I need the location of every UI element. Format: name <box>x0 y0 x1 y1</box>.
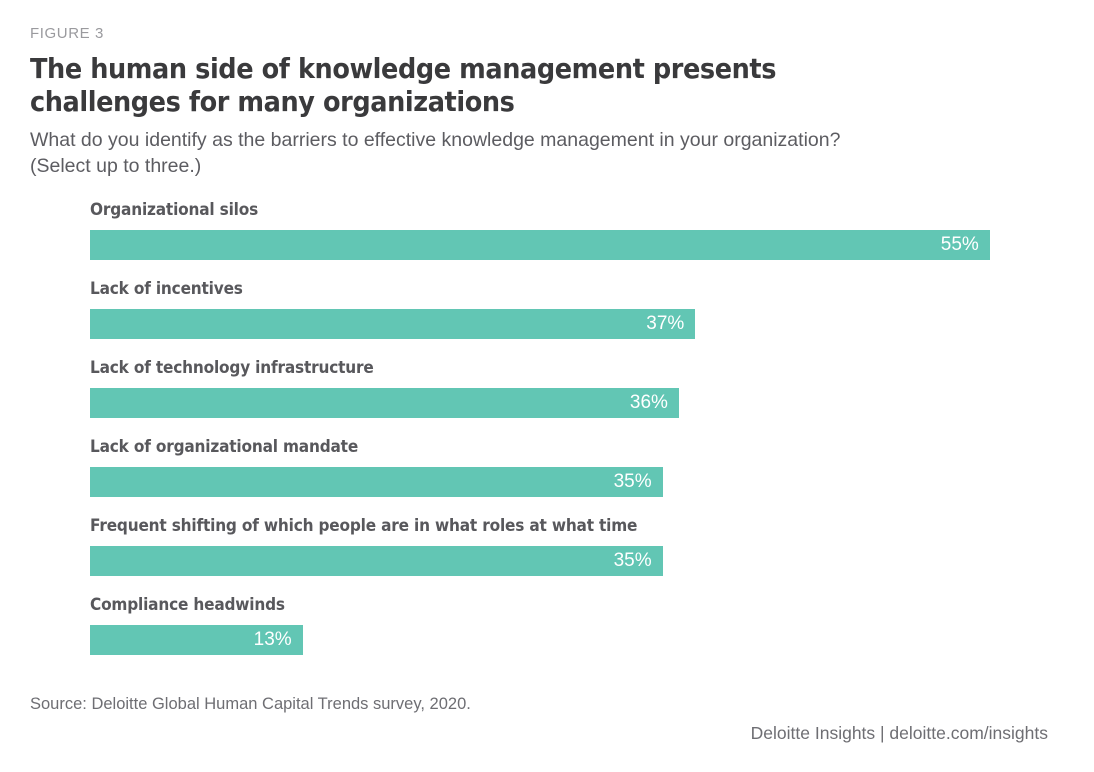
bar-fill: 36% <box>90 388 679 418</box>
bar-value-label: 55% <box>940 234 979 255</box>
bar-track: 13% <box>90 625 1050 655</box>
bar-track: 35% <box>90 467 1050 497</box>
bar-value-label: 36% <box>629 392 668 413</box>
bar-value-label: 13% <box>253 629 292 650</box>
bar-row: Lack of incentives 37% <box>90 279 1050 341</box>
bar-track: 55% <box>90 230 1050 260</box>
bar-row: Lack of organizational mandate 35% <box>90 437 1050 499</box>
figure-header: FIGURE 3 The human side of knowledge man… <box>30 25 1030 179</box>
figure-subtitle-line-2: (Select up to three.) <box>30 155 202 177</box>
bar-row: Compliance headwinds 13% <box>90 595 1050 657</box>
bar-track: 36% <box>90 388 1050 418</box>
bar-category-label: Lack of incentives <box>90 279 243 298</box>
bar-row: Frequent shifting of which people are in… <box>90 516 1050 578</box>
bar-fill: 55% <box>90 230 990 260</box>
figure-number-label: FIGURE 3 <box>30 25 104 42</box>
bar-category-label: Frequent shifting of which people are in… <box>90 516 638 535</box>
bar-fill: 35% <box>90 467 663 497</box>
bar-category-label: Compliance headwinds <box>90 595 285 614</box>
bar-value-label: 37% <box>646 313 685 334</box>
bar-category-label: Organizational silos <box>90 200 259 219</box>
bar-fill: 37% <box>90 309 696 339</box>
figure-subtitle: What do you identify as the barriers to … <box>30 127 1010 179</box>
bar-track: 35% <box>90 546 1050 576</box>
bar-fill: 13% <box>90 625 303 655</box>
attribution-note: Deloitte Insights | deloitte.com/insight… <box>750 723 1048 743</box>
bar-fill: 35% <box>90 546 663 576</box>
bar-category-label: Lack of organizational mandate <box>90 437 359 456</box>
bar-chart: Organizational silos 55% Lack of incentive… <box>0 200 1094 670</box>
source-note: Source: Deloitte Global Human Capital Tr… <box>30 695 471 713</box>
bar-value-label: 35% <box>613 471 652 492</box>
figure-subtitle-line-1: What do you identify as the barriers to … <box>30 129 841 151</box>
bar-category-label: Lack of technology infrastructure <box>90 358 374 377</box>
page-title: The human side of knowledge management p… <box>30 53 777 118</box>
bar-row: Organizational silos 55% <box>90 200 1050 262</box>
bar-value-label: 35% <box>613 550 652 571</box>
bar-track: 37% <box>90 309 1050 339</box>
bar-row: Lack of technology infrastructure 36% <box>90 358 1050 420</box>
